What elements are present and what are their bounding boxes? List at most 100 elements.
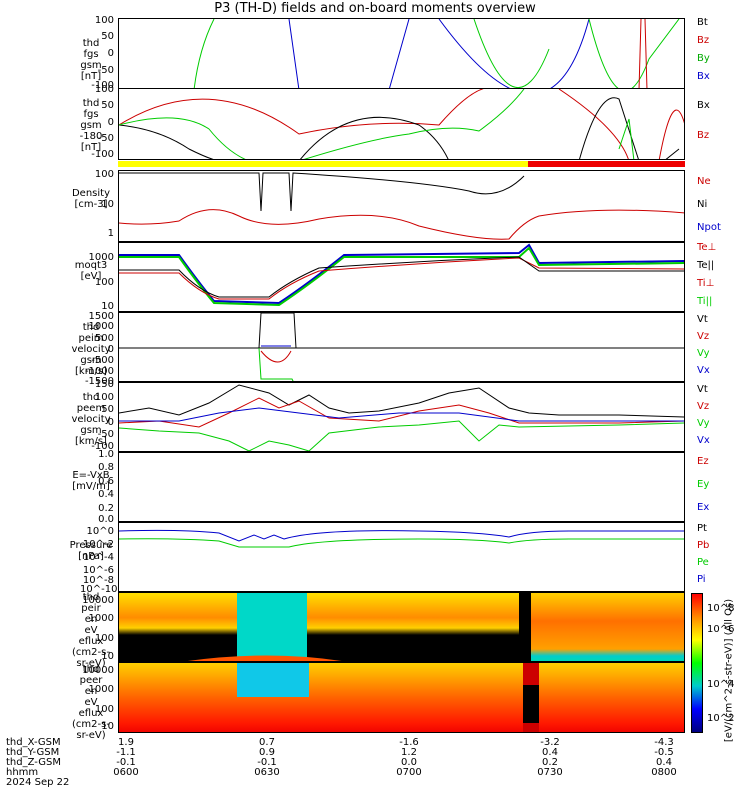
peim-vz-line [260,350,292,363]
fgs2-plot [119,89,684,159]
legend-ti-perp: Ti⊥ [697,278,715,289]
fgs-plot [193,19,680,88]
tick: 1 [107,228,114,239]
tick: -100 [91,149,114,160]
x-value: -0.1 [116,757,136,768]
peir-band-3 [529,593,684,661]
pressure-plot [119,529,684,548]
x-value: 1.2 [401,747,417,758]
tick: 0 [107,48,114,59]
tick: -1500 [84,376,114,387]
tick: 50 [101,404,114,415]
ylabel-fgs: thd fgs gsm [nT] [80,38,102,82]
x-value: 0.9 [259,747,275,758]
date-label: 2024 Sep 22 [6,777,70,788]
x-value: -0.1 [257,757,277,768]
fgs-bx-line [288,19,590,88]
xrow-label: hhmm [6,767,39,778]
tick: 0 [107,344,114,355]
legend-vy2: Vy [697,418,710,429]
peem-vy-line [119,420,684,451]
x-value: 0.4 [542,747,558,758]
density-ni-line [119,172,525,212]
tick: 10^-8 [82,575,114,586]
ylabel-fgs2: thd fgs gsm -180 [nT] [79,98,103,153]
tick: 10 [101,651,114,662]
tick: -1000 [84,366,114,377]
tick: 50 [101,100,114,111]
legend-bx2: Bx [697,100,710,111]
legend-by: By [697,53,710,64]
tick: 1500 [88,311,114,322]
legend-vz2: Vz [697,401,710,412]
x-value: -3.2 [540,737,560,748]
temp-plot [119,243,684,307]
tick: 500 [94,333,114,344]
temp-ti-par-line [119,246,684,307]
x-value: 0.0 [401,757,417,768]
legend-pe: Pe [697,557,709,568]
tick: -100 [91,441,114,452]
page-title: P3 (TH-D) fields and on-board moments ov… [214,1,536,16]
tick: 0.4 [98,489,114,500]
peer-band-1 [119,663,684,732]
ylabel-peir: thd peir en eV eflux (cm2-s-sr-eV) [72,592,110,669]
peer-band-4 [523,685,539,723]
tick: -500 [91,355,114,366]
x-value: 0.2 [542,757,558,768]
ylabel-efield: E=-VxB [mV/m] [72,470,110,492]
legend-ey: Ey [697,479,710,490]
x-value: -4.3 [654,737,674,748]
tick: 0 [107,417,114,428]
x-value: 0730 [537,767,563,778]
legend-pt: Pt [697,523,707,534]
peir-spectrogram [119,593,684,661]
colorbar-tick: 10^8 [707,603,735,614]
legend-ti-par: Ti|| [697,296,713,307]
ylabel-peer: thd peer en eV eflux (cm2-s-sr-eV) [72,664,110,741]
tick: 0.2 [98,503,114,514]
tick: -100 [91,80,114,91]
peem-vx-line [119,407,684,422]
tick: 10000 [82,595,114,606]
tick: 10^-10 [80,584,118,595]
tick: 100 [94,15,114,26]
peir-band-2 [237,593,307,661]
pressure-pi-line [119,529,684,542]
panel-peem [118,382,685,452]
ylabel-temp: moqt3 [eV] [74,260,108,282]
legend-vy: Vy [697,348,710,359]
peem-plot [119,384,684,451]
legend-pi: Pi [697,574,706,585]
tick: 100 [94,392,114,403]
panel-efield [118,452,685,522]
x-value: -1.1 [116,747,136,758]
tick: 1000 [88,321,114,332]
x-value: -1.6 [399,737,419,748]
tick: 100 [94,704,114,715]
fgs-bz-line [638,19,648,88]
tick: 1.0 [98,449,114,460]
legend-pb: Pb [697,540,710,551]
tick: 10^-6 [82,565,114,576]
legend-ni: Ni [697,199,708,210]
legend-te-par: Te|| [697,260,715,271]
tick: 10^0 [86,526,114,537]
legend-vt2: Vt [697,384,708,395]
pressure-pe-line [119,538,684,548]
ylabel-density: Density [cm-3] [71,188,111,210]
tick: 1000 [88,252,114,263]
tick: 100 [94,277,114,288]
legend-ez: Ez [697,456,709,467]
tick: 0 [107,117,114,128]
x-value: 0800 [651,767,677,778]
tick: 1000 [88,684,114,695]
tick: 10^-4 [82,552,114,563]
panel-fgs [118,18,685,89]
legend-vx2: Vx [697,435,710,446]
panel-temp [118,242,685,312]
x-value: 0.4 [656,757,672,768]
tick: -50 [97,133,114,144]
legend-bz2: Bz [697,130,710,141]
tick: 0.6 [98,476,114,487]
